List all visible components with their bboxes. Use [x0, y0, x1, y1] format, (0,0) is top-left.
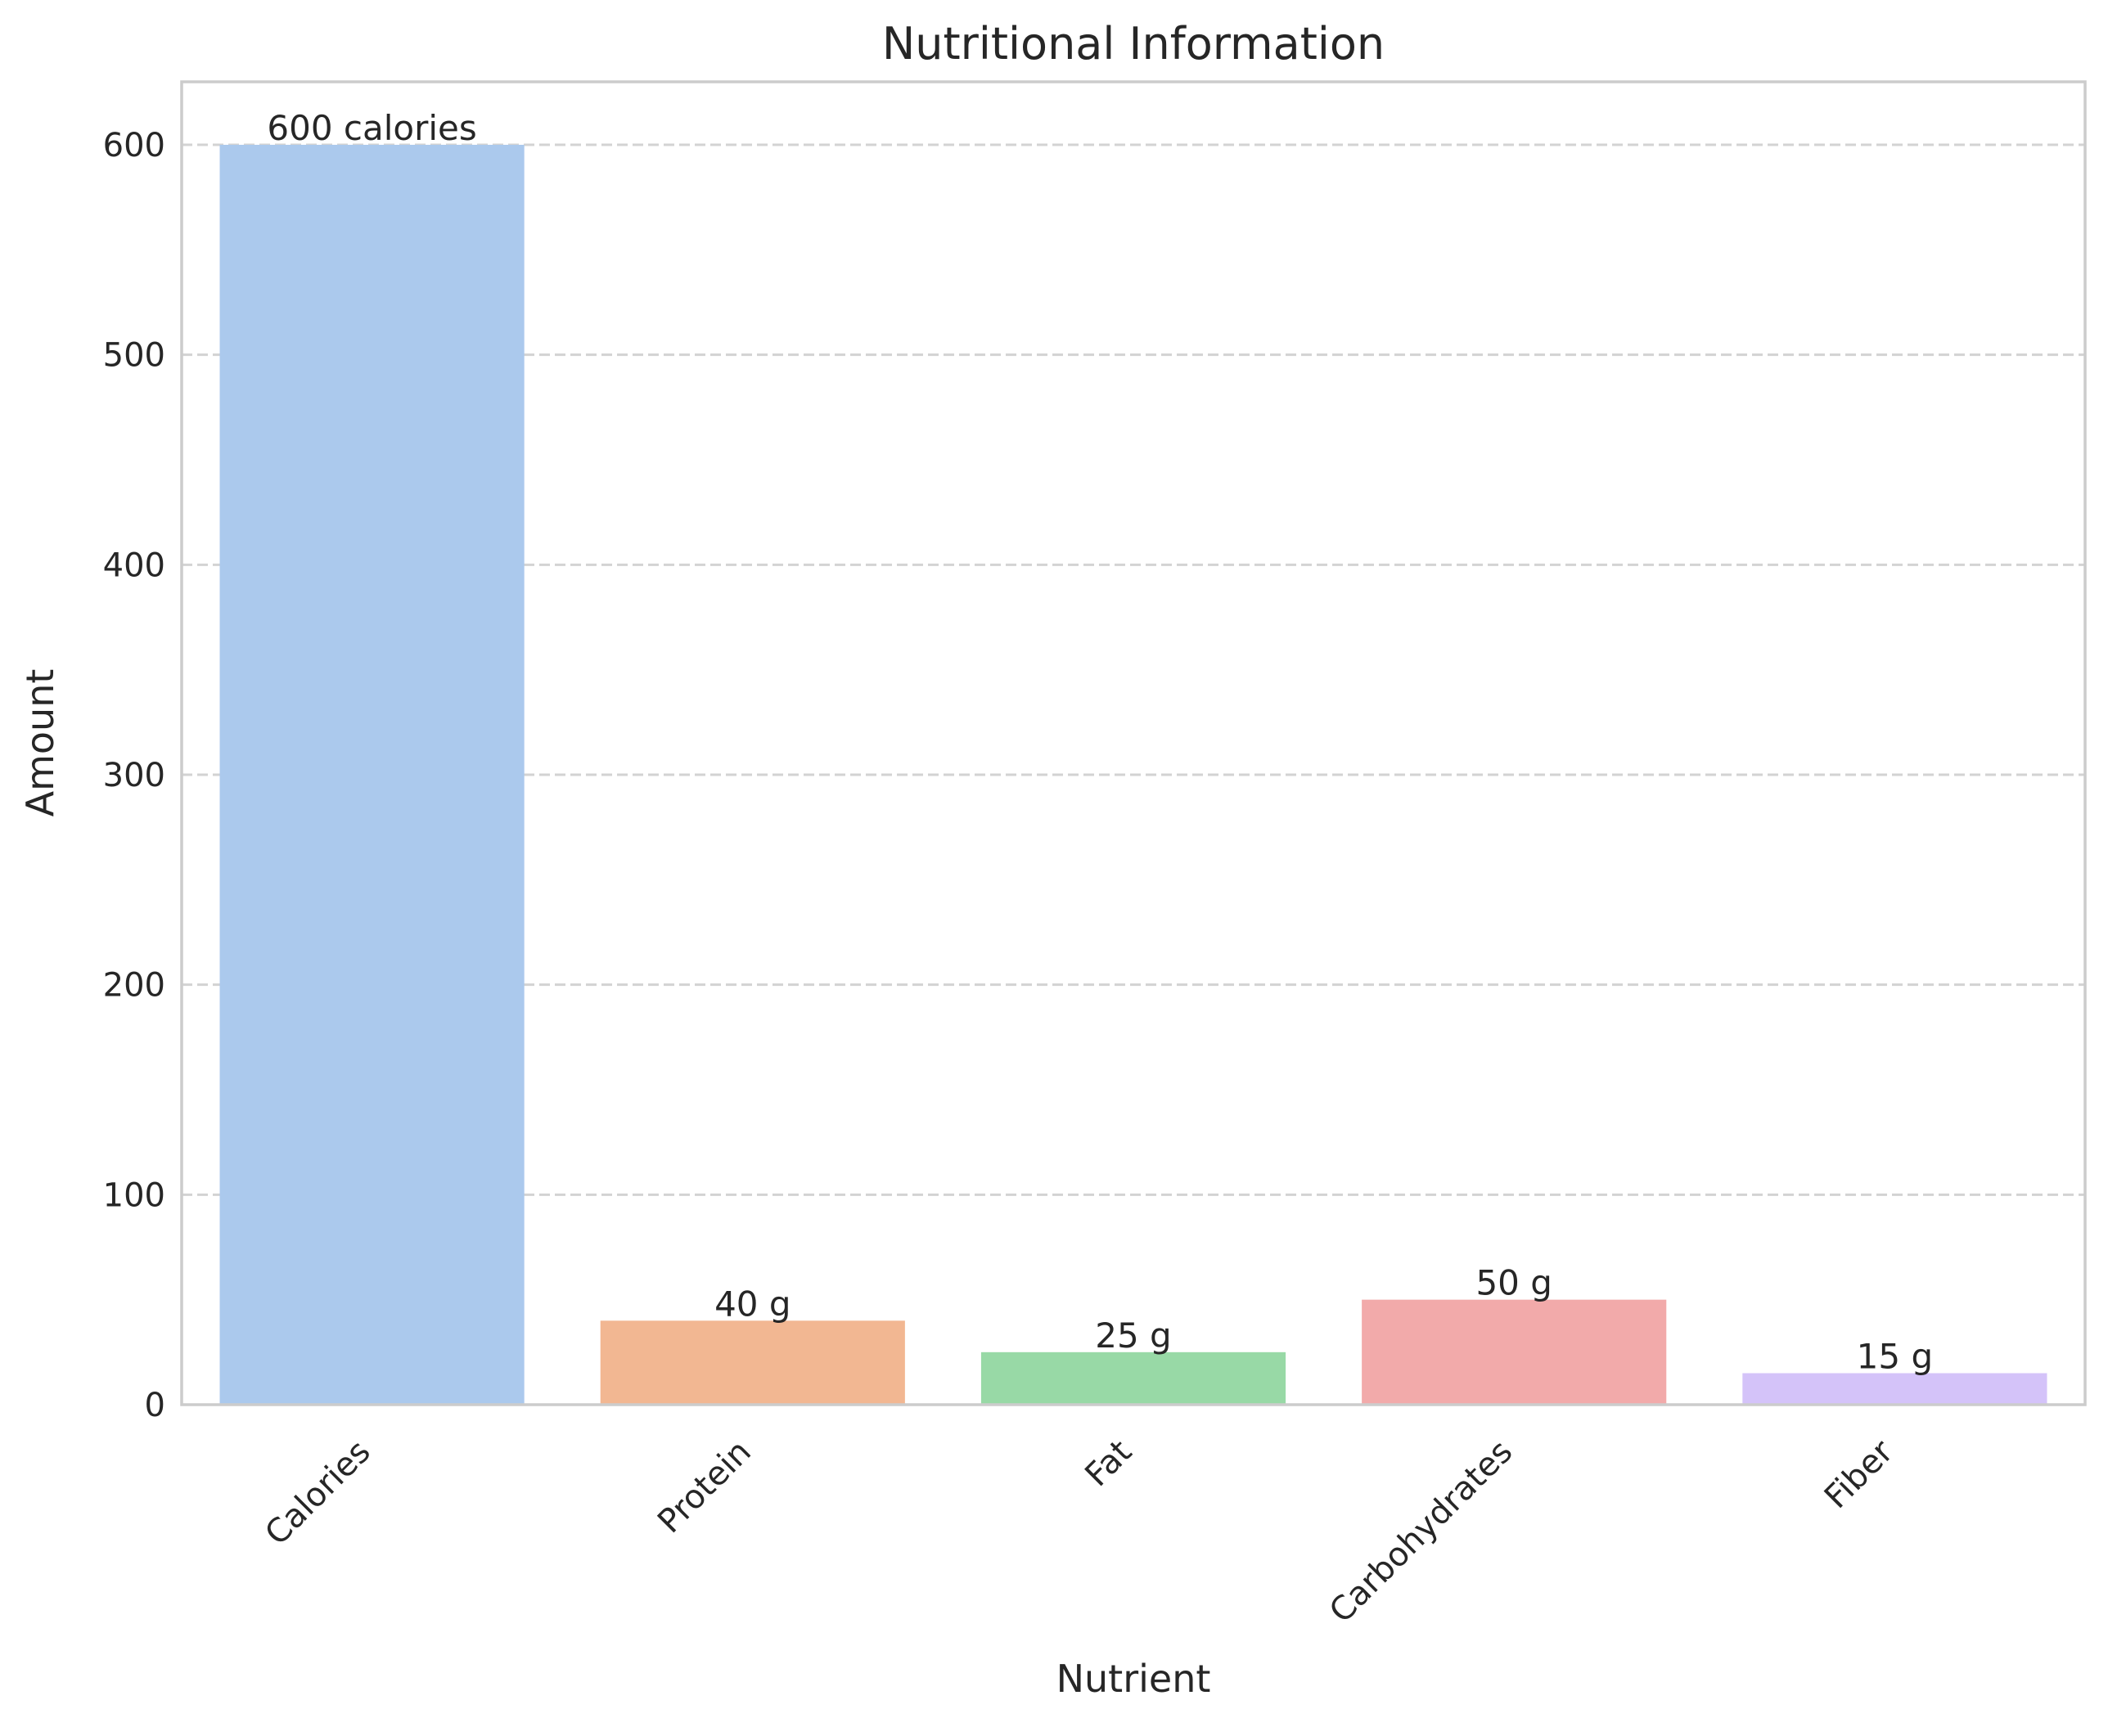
data-label-carbohydrates: 50 g [1475, 1263, 1552, 1303]
bar-calories [219, 145, 525, 1405]
x-axis-label: Nutrient [1056, 1657, 1211, 1701]
bar-protein [600, 1320, 905, 1405]
chart-title: Nutritional Information [882, 18, 1385, 70]
data-label-fiber: 15 g [1857, 1337, 1933, 1377]
y-tick-label: 300 [103, 757, 165, 794]
data-label-calories: 600 calories [267, 108, 476, 148]
bars [219, 145, 2047, 1405]
bar-fiber [1742, 1373, 2047, 1405]
bar-carbohydrates [1362, 1299, 1667, 1405]
data-label-fat: 25 g [1095, 1315, 1171, 1356]
y-tick-label: 0 [145, 1387, 165, 1424]
bar-fat [980, 1351, 1286, 1405]
y-tick-label: 200 [103, 967, 165, 1005]
y-tick-labels: 0 100 200 300 400 500 600 [103, 127, 165, 1424]
y-tick-label: 600 [103, 127, 165, 164]
plot-frame [180, 80, 2087, 1406]
y-tick-label: 100 [103, 1176, 165, 1214]
data-labels: 600 calories 40 g 25 g 50 g 15 g [267, 108, 1933, 1377]
y-tick-label: 400 [103, 546, 165, 584]
data-label-protein: 40 g [714, 1284, 790, 1324]
y-axis-label: Amount [18, 669, 62, 817]
y-tick-label: 500 [103, 337, 165, 375]
